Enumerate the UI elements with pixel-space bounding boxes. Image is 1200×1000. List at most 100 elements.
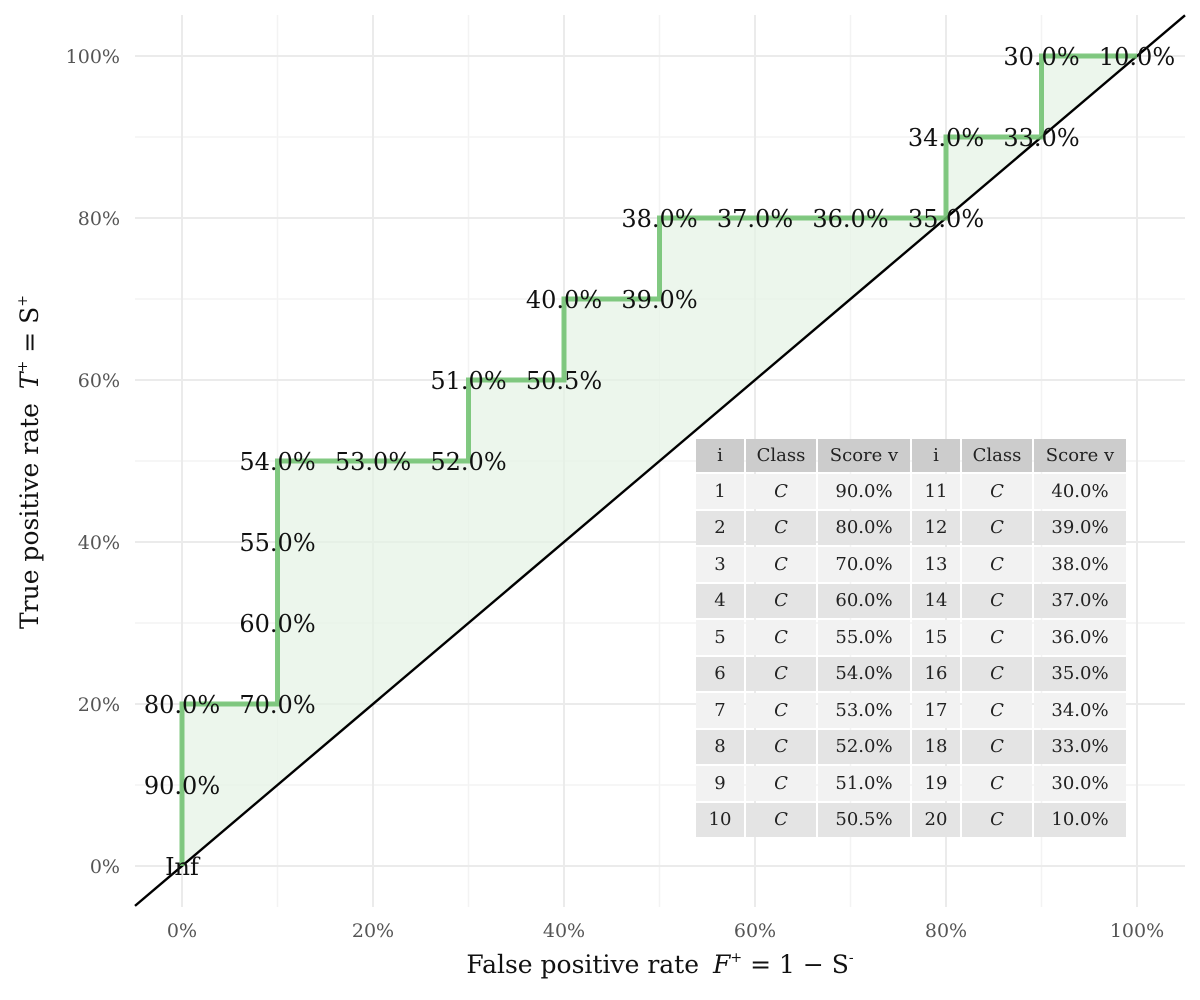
cell-score: 34.0% (1034, 693, 1126, 728)
cell-class: C (746, 729, 816, 764)
cell-score: 52.0% (818, 729, 910, 764)
cell-score: 90.0% (818, 474, 910, 509)
cell-index: 1 (696, 474, 744, 509)
cell-index: 15 (912, 620, 960, 655)
threshold-label: 51.0% (430, 367, 506, 395)
cell-index: 11 (912, 474, 960, 509)
y-tick-label: 20% (78, 694, 120, 716)
cell-score: 80.0% (818, 510, 910, 545)
threshold-label: 53.0% (335, 448, 411, 476)
threshold-label: 10.0% (1099, 43, 1175, 71)
cell-class: C (962, 656, 1032, 691)
cell-class: C (746, 510, 816, 545)
y-tick-label: 40% (78, 532, 120, 554)
y-tick-label: 80% (78, 208, 120, 230)
header-class: Class (746, 439, 816, 472)
cell-score: 70.0% (818, 547, 910, 582)
cell-index: 14 (912, 583, 960, 618)
threshold-label: 34.0% (908, 124, 984, 152)
cell-index: 10 (696, 802, 744, 837)
x-tick-label: 80% (925, 920, 967, 942)
cell-class: C (962, 729, 1032, 764)
cell-class: C (746, 583, 816, 618)
cell-index: 9 (696, 766, 744, 801)
cell-index: 4 (696, 583, 744, 618)
threshold-label: 39.0% (621, 286, 697, 314)
threshold-label: 50.5% (526, 367, 602, 395)
threshold-label: 35.0% (908, 205, 984, 233)
cell-index: 8 (696, 729, 744, 764)
cell-class: C (962, 510, 1032, 545)
cell-class: C (746, 693, 816, 728)
cell-score: 30.0% (1034, 766, 1126, 801)
threshold-label: 52.0% (430, 448, 506, 476)
table-row: 8 C 52.0% 18 C 33.0% (696, 729, 1126, 764)
threshold-label: 54.0% (239, 448, 315, 476)
cell-index: 13 (912, 547, 960, 582)
threshold-label: 36.0% (812, 205, 888, 233)
x-tick-label: 0% (167, 920, 197, 942)
cell-score: 39.0% (1034, 510, 1126, 545)
cell-class: C (746, 474, 816, 509)
cell-index: 5 (696, 620, 744, 655)
threshold-label: 38.0% (621, 205, 697, 233)
table-row: 10 C 50.5% 20 C 10.0% (696, 802, 1126, 837)
cell-score: 35.0% (1034, 656, 1126, 691)
cell-class: C (962, 547, 1032, 582)
x-tick-label: 40% (543, 920, 585, 942)
cell-class: C (962, 620, 1032, 655)
cell-score: 51.0% (818, 766, 910, 801)
cell-class: C (746, 547, 816, 582)
table-row: 1 C 90.0% 11 C 40.0% (696, 474, 1126, 509)
threshold-label: 40.0% (526, 286, 602, 314)
table-row: 7 C 53.0% 17 C 34.0% (696, 693, 1126, 728)
x-tick-label: 100% (1110, 920, 1164, 942)
x-axis-ticks: 0% 20% 40% 60% 80% 100% (167, 920, 1164, 942)
cell-index: 12 (912, 510, 960, 545)
score-table-header: i Class Score v i Class Score v (696, 439, 1126, 472)
table-row: 3 C 70.0% 13 C 38.0% (696, 547, 1126, 582)
threshold-label: 33.0% (1003, 124, 1079, 152)
score-table: i Class Score v i Class Score v 1 C 90.0% 1… (694, 437, 1128, 839)
y-tick-label: 0% (90, 856, 120, 878)
cell-score: 37.0% (1034, 583, 1126, 618)
threshold-label: 60.0% (239, 610, 315, 638)
cell-class: C (962, 766, 1032, 801)
header-i: i (696, 439, 744, 472)
cell-index: 20 (912, 802, 960, 837)
roc-curve (179, 53, 1137, 866)
header-i: i (912, 439, 960, 472)
diagonal-reference-line (134, 14, 1186, 907)
y-axis-title: True positive rateT+ = S+ (15, 295, 44, 629)
cell-index: 2 (696, 510, 744, 545)
cell-class: C (962, 693, 1032, 728)
threshold-label: 70.0% (239, 691, 315, 719)
threshold-label: 55.0% (239, 529, 315, 557)
diagonal-reference-layer (134, 14, 1186, 907)
table-row: 2 C 80.0% 12 C 39.0% (696, 510, 1126, 545)
threshold-label: 80.0% (144, 691, 220, 719)
cell-score: 54.0% (818, 656, 910, 691)
cell-class: C (962, 583, 1032, 618)
threshold-label: 90.0% (144, 772, 220, 800)
header-score: Score v (1034, 439, 1126, 472)
header-score: Score v (818, 439, 910, 472)
table-row: 4 C 60.0% 14 C 37.0% (696, 583, 1126, 618)
cell-score: 53.0% (818, 693, 910, 728)
cell-index: 3 (696, 547, 744, 582)
cell-index: 16 (912, 656, 960, 691)
y-axis-ticks: 0% 20% 40% 60% 80% 100% (66, 46, 120, 878)
threshold-label: 30.0% (1003, 43, 1079, 71)
cell-class: C (962, 474, 1032, 509)
cell-class: C (746, 656, 816, 691)
x-tick-label: 20% (352, 920, 394, 942)
cell-index: 18 (912, 729, 960, 764)
table-row: 6 C 54.0% 16 C 35.0% (696, 656, 1126, 691)
cell-score: 33.0% (1034, 729, 1126, 764)
cell-score: 60.0% (818, 583, 910, 618)
cell-index: 7 (696, 693, 744, 728)
y-tick-label: 100% (66, 46, 120, 68)
header-class: Class (962, 439, 1032, 472)
